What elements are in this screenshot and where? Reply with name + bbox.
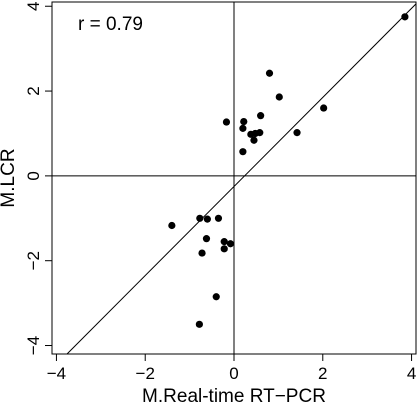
data-point-13 — [250, 136, 258, 144]
y-tick-label: −2 — [24, 251, 43, 270]
x-axis: −4 −2 0 2 4 — [47, 354, 416, 383]
data-point-23 — [198, 249, 206, 257]
data-point-3 — [275, 93, 283, 101]
y-tick-label: 4 — [24, 2, 43, 11]
data-point-8 — [239, 124, 247, 132]
data-point-5 — [257, 112, 265, 120]
fit-line — [66, 3, 417, 355]
reference-lines — [52, 2, 416, 354]
data-point-6 — [240, 117, 248, 126]
data-point-17 — [203, 215, 211, 223]
fit-line-group — [66, 3, 417, 355]
data-point-19 — [202, 235, 211, 243]
data-point-7 — [222, 118, 231, 126]
data-point-2 — [265, 69, 274, 77]
data-points — [168, 13, 409, 328]
x-tick-label: 2 — [318, 364, 327, 383]
x-axis-title: M.Real-time RT−PCR — [142, 386, 326, 407]
data-point-12 — [293, 129, 301, 137]
data-point-24 — [212, 293, 220, 301]
data-point-15 — [168, 221, 176, 230]
x-tick-label: 0 — [229, 364, 238, 383]
data-point-22 — [220, 245, 228, 253]
x-tick-label: −2 — [136, 364, 155, 383]
data-point-1 — [401, 13, 409, 21]
x-tick-label: −4 — [47, 364, 66, 383]
data-point-21 — [226, 240, 235, 248]
x-tick-label: 4 — [407, 364, 416, 383]
y-axis: −4 −2 0 2 4 — [24, 2, 52, 355]
data-point-25 — [195, 320, 203, 328]
correlation-annotation: r = 0.79 — [78, 14, 143, 35]
data-point-4 — [320, 104, 328, 112]
data-point-16 — [196, 214, 204, 222]
y-tick-label: 2 — [24, 86, 43, 95]
y-axis-title: M.LCR — [0, 148, 19, 207]
y-tick-label: −4 — [24, 336, 43, 355]
data-point-20 — [220, 238, 228, 246]
y-tick-label: 0 — [24, 171, 43, 180]
data-point-11 — [247, 130, 255, 138]
data-point-18 — [214, 214, 223, 222]
data-point-14 — [239, 148, 247, 156]
